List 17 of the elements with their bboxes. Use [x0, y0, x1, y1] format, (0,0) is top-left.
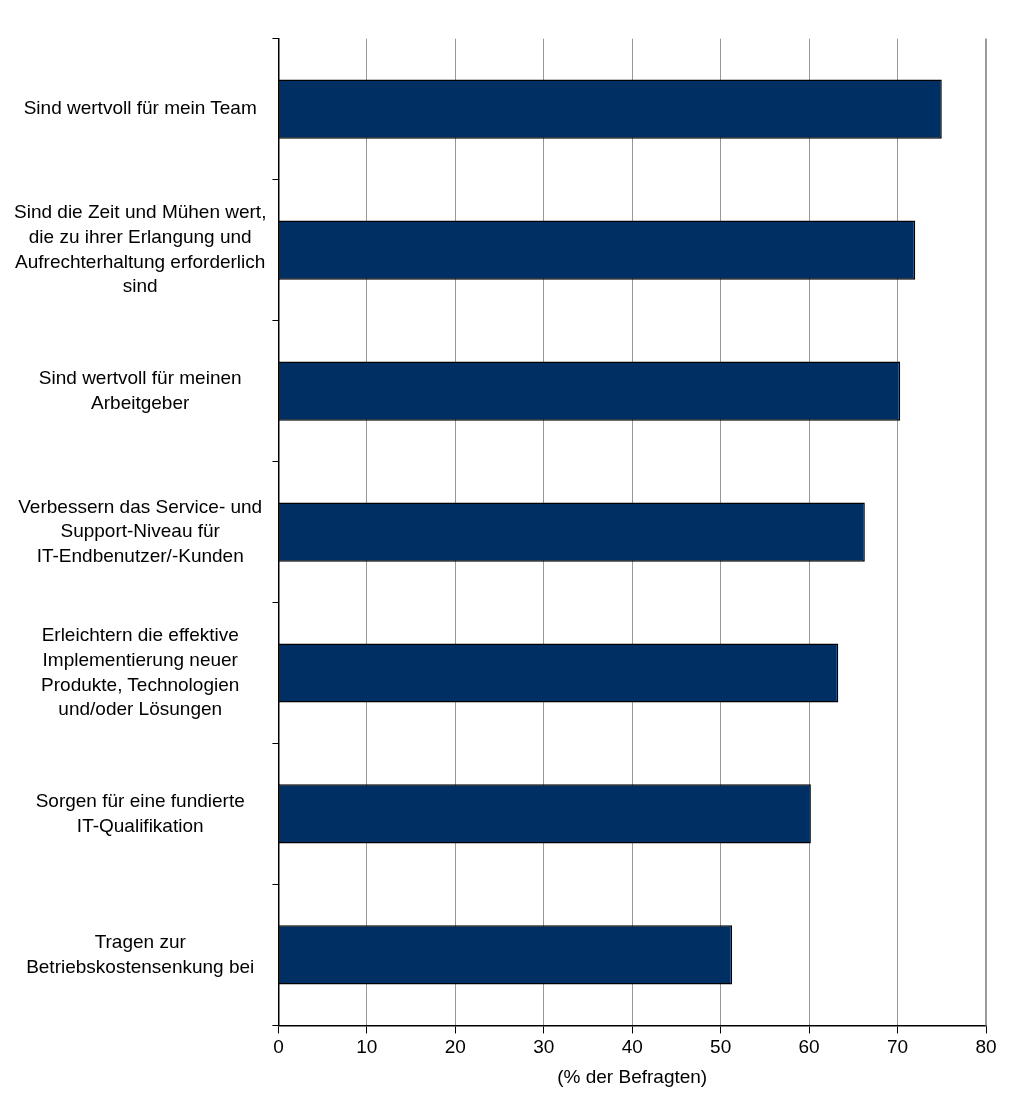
y-tick-label: Sind wertvoll für mein Team	[23, 97, 257, 119]
x-tick-label: 70	[886, 1036, 909, 1058]
y-tick-label: Tragen zur Betriebskostensenkung bei	[26, 930, 255, 977]
y-tick-label: Erleichtern die effektive Implementierung neuer Produkte, Technologien und/oder Lösungen	[41, 624, 240, 720]
x-tick-label: 0	[273, 1036, 284, 1058]
y-tick-label: Verbessern das Service- und Support-Niveau für IT-Endbenutzer/-Kunden	[18, 495, 263, 566]
y-tick-label: Sind wertvoll für meinen Arbeitgeber	[38, 366, 242, 413]
y-tick-label: Sind die Zeit und Mühen wert, die zu ihrer Erlangung und Aufrechterhaltung erforderlich sind	[14, 201, 267, 297]
x-tick-label: 30	[533, 1036, 555, 1058]
x-tick-label: 60	[798, 1036, 820, 1058]
x-tick-label: 20	[444, 1036, 466, 1058]
x-tick-label: 50	[710, 1036, 732, 1058]
x-tick-label: 40	[621, 1036, 643, 1058]
x-axis-title: (% der Befragten)	[557, 1065, 708, 1087]
y-tick-label: Sorgen für eine fundierte IT-Qualifikation	[35, 789, 245, 836]
x-tick-label: 10	[356, 1036, 378, 1058]
x-tick-label: 80	[975, 1036, 997, 1058]
